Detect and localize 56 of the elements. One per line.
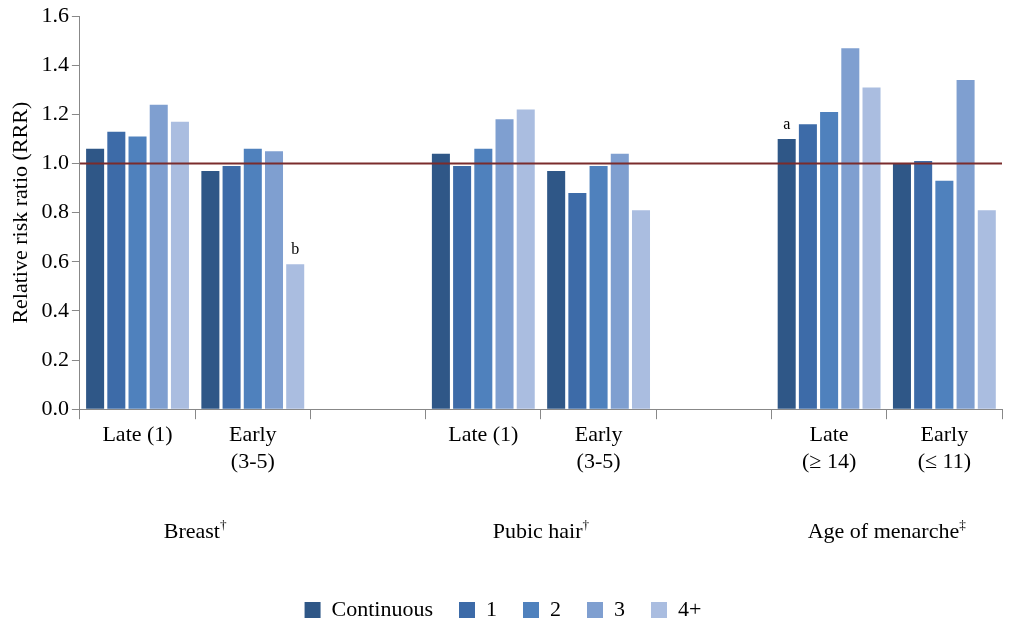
bar (977, 210, 996, 409)
x-tick-label: Early (3-5) (574, 421, 623, 473)
legend-label: 2 (550, 595, 562, 621)
bar (841, 48, 860, 409)
x-tick-label: Early (≤ 11) (917, 421, 972, 473)
bar (243, 148, 262, 409)
bar (516, 109, 535, 409)
bar (820, 111, 839, 409)
y-tick-label: 1.0 (41, 149, 69, 175)
legend-label: 4+ (678, 595, 702, 621)
legend-label: 3 (614, 595, 626, 621)
annotation: b (291, 240, 300, 258)
text: Breast† (163, 517, 227, 543)
y-tick-label: 1.2 (41, 100, 69, 126)
y-tick-label: 0.2 (41, 345, 69, 371)
x-tick-label: Late (≥ 14) (801, 421, 857, 473)
bar (495, 119, 514, 409)
text: Age of menarche‡ (807, 517, 967, 543)
bar (798, 124, 817, 409)
bar (201, 170, 220, 409)
bar (568, 193, 587, 409)
y-tick-label: 0.4 (41, 296, 69, 322)
bar (128, 136, 147, 409)
x-tick-label: Early (3-5) (228, 421, 277, 473)
bar (777, 139, 796, 409)
y-tick-label: 1.4 (41, 51, 69, 77)
bar (892, 163, 911, 409)
bar (589, 166, 608, 409)
bar (631, 210, 651, 409)
bar (286, 264, 305, 409)
annotation: a (783, 115, 791, 133)
bar (107, 131, 126, 409)
bar (862, 87, 881, 409)
bar (453, 166, 472, 409)
legend-label: 1 (486, 595, 498, 621)
y-tick-label: 0.8 (41, 198, 69, 224)
bar (264, 151, 284, 409)
bar (914, 161, 933, 409)
bar (149, 104, 168, 409)
bar (86, 148, 105, 409)
bar (170, 121, 189, 409)
x-tick-label: Late (1) (102, 421, 173, 447)
bar (431, 153, 450, 409)
bar (956, 80, 975, 409)
y-tick-label: 0.6 (41, 247, 69, 273)
bar (474, 148, 493, 409)
text: Pubic hair† (492, 517, 590, 543)
y-tick-label: 1.6 (41, 1, 69, 27)
y-tick-label: 0.0 (41, 394, 69, 420)
bar (610, 153, 629, 409)
bar (935, 180, 954, 409)
bar (547, 170, 566, 409)
y-axis-title: Relative risk ratio (RRR) (6, 101, 32, 324)
bar (222, 166, 241, 409)
x-tick-label: Late (1) (448, 421, 519, 447)
legend-label: Continuous (331, 595, 434, 621)
